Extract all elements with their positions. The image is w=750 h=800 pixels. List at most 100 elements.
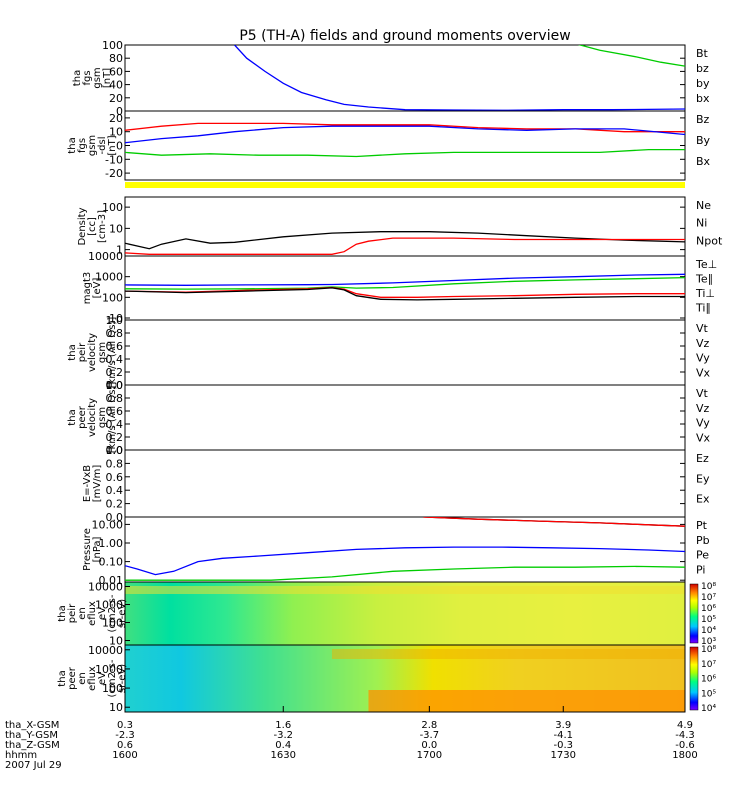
- y-tick-label: 0.6: [106, 471, 124, 484]
- x-tick-label: -3.7: [420, 730, 440, 741]
- y-axis-label: [nPa]: [92, 536, 103, 562]
- x-axis-date: 2007 Jul 29: [5, 760, 62, 771]
- panel-frame: [124, 516, 686, 583]
- y-axis-label: (cm2-s-: [107, 659, 118, 697]
- y-tick-label: 0.8: [106, 392, 124, 405]
- x-tick-label: -4.1: [554, 730, 574, 741]
- legend-label: Te∥: [695, 273, 713, 286]
- x-tick-label: -0.6: [675, 740, 695, 751]
- legend-label: Vt: [696, 387, 709, 400]
- y-tick-label: 0.01: [99, 574, 124, 587]
- y-axis-label: gsm: [97, 342, 108, 363]
- series-line-Te⊥: [125, 286, 685, 298]
- y-tick-label: 10: [109, 635, 123, 648]
- y-tick-label: 80: [109, 52, 123, 65]
- y-axis-label: Density: [77, 207, 88, 245]
- x-tick-label: -4.3: [675, 730, 695, 741]
- y-tick-label: 1.0: [106, 314, 124, 327]
- legend-label: Pt: [696, 519, 708, 532]
- y-axis-label: velocity: [87, 398, 98, 437]
- y-axis-label: [km/s (All Qs)]: [107, 317, 118, 389]
- colorbar-tick-label: 10³: [701, 637, 716, 647]
- spectrogram-warm-band: [125, 586, 685, 594]
- y-axis-label: peir: [67, 603, 78, 623]
- series-line-Pe: [125, 565, 685, 581]
- colorbar-tick-label: 10⁶: [701, 604, 716, 614]
- chart-title: P5 (TH-A) fields and ground moments over…: [239, 28, 571, 44]
- y-tick-label: 0.2: [106, 431, 124, 444]
- y-axis-label: Pressure: [82, 528, 93, 571]
- y-axis-label: magt3: [82, 272, 93, 305]
- panel-frame: [124, 196, 686, 257]
- y-axis-label: E=-VxB: [82, 465, 93, 502]
- colorbar: [689, 583, 699, 644]
- y-tick-label: 100: [102, 39, 123, 52]
- legend-label: Ey: [696, 472, 710, 485]
- x-row-label: tha_Y-GSM: [5, 730, 58, 741]
- x-tick-label: 1730: [551, 750, 576, 761]
- series-line-Bx: [125, 125, 685, 144]
- y-tick-label: 0.0: [106, 511, 124, 524]
- x-tick-label: 1.6: [275, 720, 291, 731]
- y-tick-label: 1000: [95, 663, 123, 676]
- y-tick-label: 0: [116, 140, 123, 153]
- colorbar: [689, 646, 699, 711]
- y-axis-label: eV: [97, 672, 108, 685]
- series-line-Ni: [125, 231, 685, 250]
- legend-label: Bz: [696, 113, 710, 126]
- y-axis-label: [km/s (All Qs)]: [107, 382, 118, 454]
- series-line-Bz: [125, 122, 685, 133]
- series-line-Pb: [423, 517, 685, 527]
- legend-label: bz: [696, 62, 709, 75]
- y-axis-label: gsm: [87, 135, 98, 156]
- x-row-label: hhmm: [5, 750, 37, 761]
- x-tick-label: 4.9: [677, 720, 693, 731]
- y-tick-label: 40: [109, 79, 123, 92]
- y-axis-label: tha: [67, 409, 78, 425]
- y-tick-label: 10: [109, 312, 123, 325]
- y-tick-label: 10: [109, 701, 123, 714]
- panel-frame: [124, 110, 686, 181]
- legend-label: by: [696, 77, 710, 90]
- x-tick-label: 1700: [417, 750, 442, 761]
- series-line-Te∥: [125, 287, 685, 301]
- y-tick-label: 0.4: [106, 353, 124, 366]
- colorbar-tick-label: 10⁴: [701, 626, 716, 636]
- y-tick-label: 1000: [95, 599, 123, 612]
- colorbar-tick-label: 10⁵: [701, 615, 716, 625]
- x-tick-label: 2.8: [421, 720, 437, 731]
- y-axis-label: -dsl: [97, 137, 108, 155]
- legend-label: Bt: [696, 47, 709, 60]
- spectrogram-warm-band: [331, 649, 685, 659]
- y-axis-label: [mV/m]: [92, 465, 103, 503]
- y-tick-label: 1.00: [99, 537, 124, 550]
- y-axis-label: en: [77, 607, 88, 620]
- y-axis-label: en: [77, 672, 88, 685]
- y-axis-label: fgs: [82, 70, 93, 85]
- y-axis-label: tha: [67, 344, 78, 360]
- colorbar-tick-label: 10⁸: [701, 582, 716, 592]
- x-tick-label: -3.2: [274, 730, 294, 741]
- y-tick-label: 0.2: [106, 366, 124, 379]
- x-tick-label: 1630: [271, 750, 296, 761]
- y-tick-label: 10.00: [92, 518, 124, 531]
- y-tick-label: 0.2: [106, 498, 124, 511]
- y-axis-label: sr-eV): [117, 599, 128, 628]
- y-tick-label: 10000: [88, 644, 123, 657]
- y-tick-label: 60: [109, 65, 123, 78]
- y-tick-label: 100: [102, 291, 123, 304]
- y-tick-label: 1.0: [106, 444, 124, 457]
- series-line-By: [125, 148, 685, 158]
- panel-frame: [124, 255, 686, 321]
- series-line-bx: [234, 45, 685, 111]
- y-axis-label: tha: [72, 70, 83, 86]
- legend-label: bx: [696, 92, 710, 105]
- x-tick-label: 0.0: [421, 740, 437, 751]
- legend-label: Vz: [696, 337, 710, 350]
- legend-label: Vt: [696, 322, 709, 335]
- legend-label: Ez: [696, 452, 709, 465]
- y-tick-label: 0.0: [106, 444, 124, 457]
- x-tick-label: 1800: [672, 750, 697, 761]
